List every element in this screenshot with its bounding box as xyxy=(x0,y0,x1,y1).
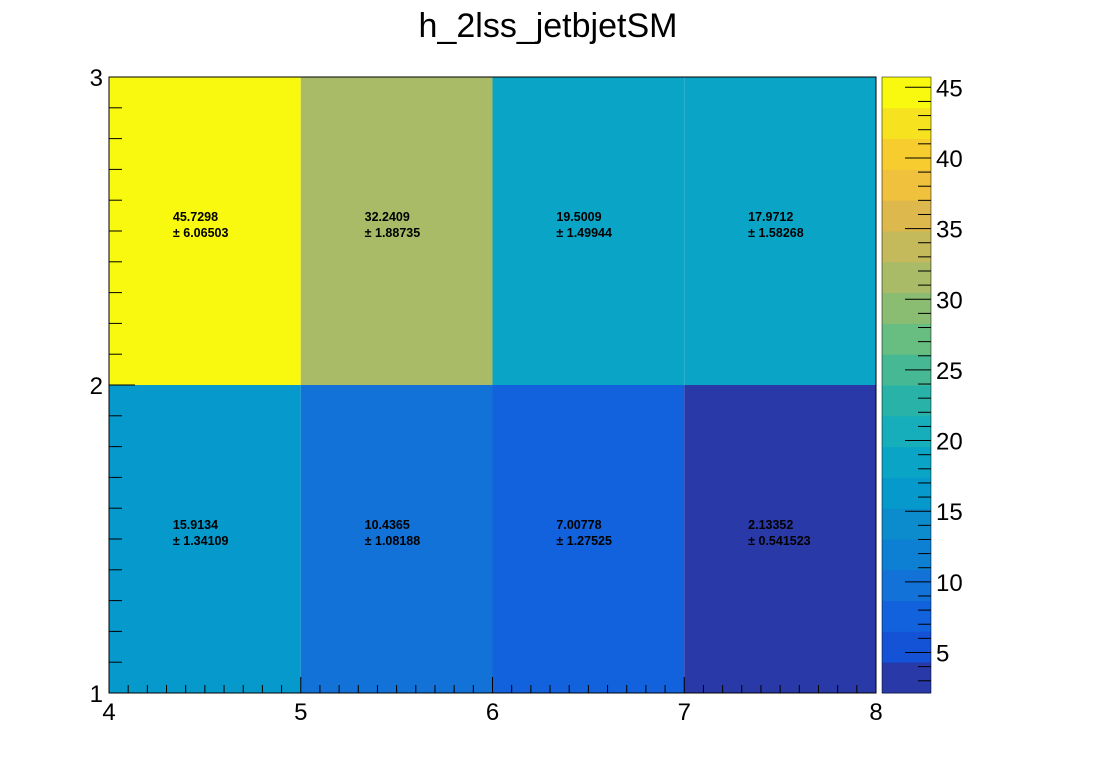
colorbar-band xyxy=(882,323,931,355)
cell-error-label: ± 6.06503 xyxy=(173,226,229,240)
y-tick-label: 3 xyxy=(90,65,103,92)
colorbar-band xyxy=(882,662,931,694)
heatmap-cell xyxy=(109,77,301,385)
cell-error-label: ± 1.27525 xyxy=(556,534,612,548)
colorbar-frame xyxy=(881,76,932,694)
x-tick-label: 8 xyxy=(869,699,882,726)
x-tick-label: 7 xyxy=(678,699,691,726)
y-tick-label: 2 xyxy=(90,373,103,400)
colorbar-band xyxy=(882,539,931,571)
cell-value-label: 7.00778 xyxy=(556,518,601,532)
cell-error-label: ± 1.49944 xyxy=(556,226,612,240)
colorbar-tick-label: 45 xyxy=(936,75,963,102)
colorbar-band xyxy=(882,77,931,109)
cell-value-label: 15.9134 xyxy=(173,518,218,532)
x-tick-label: 4 xyxy=(102,699,115,726)
x-tick-label: 5 xyxy=(294,699,307,726)
cell-error-label: ± 1.88735 xyxy=(365,226,421,240)
chart-title: h_2lss_jetbjetSM xyxy=(419,7,678,45)
cell-value-label: 17.9712 xyxy=(748,210,793,224)
colorbar-tick-label: 25 xyxy=(936,358,963,385)
cell-value-label: 2.13352 xyxy=(748,518,793,532)
heatmap-cell xyxy=(492,77,685,385)
cell-error-label: ± 1.58268 xyxy=(748,226,804,240)
cell-error-label: ± 1.08188 xyxy=(365,534,421,548)
colorbar: 5 10 15 20 25 30 35 40 45 xyxy=(881,75,963,694)
heatmap-cell xyxy=(684,385,876,693)
axes: 4 5 6 7 8 1 2 3 xyxy=(90,65,883,726)
colorbar-band xyxy=(882,200,931,232)
colorbar-band xyxy=(882,415,931,448)
colorbar-band xyxy=(882,169,931,201)
cell-value-label: 32.2409 xyxy=(365,210,410,224)
cell-value-label: 19.5009 xyxy=(556,210,601,224)
colorbar-tick-label: 35 xyxy=(936,217,963,244)
colorbar-tick-label: 10 xyxy=(936,570,963,597)
colorbar-band xyxy=(882,446,931,478)
colorbar-band xyxy=(882,385,931,417)
cell-error-label: ± 0.541523 xyxy=(748,534,811,548)
cell-error-label: ± 1.34109 xyxy=(173,534,229,548)
cell-value-label: 10.4365 xyxy=(365,518,410,532)
colorbar-tick-label: 30 xyxy=(936,287,963,314)
colorbar-tick-label: 20 xyxy=(936,429,963,456)
colorbar-band xyxy=(882,261,931,294)
colorbar-band xyxy=(882,292,931,324)
colorbar-band xyxy=(882,138,931,170)
heatmap-cells xyxy=(109,77,876,693)
colorbar-band xyxy=(882,631,931,663)
colorbar-tick-label: 15 xyxy=(936,499,963,526)
colorbar-band xyxy=(882,107,931,140)
colorbar-band xyxy=(882,508,931,540)
heatmap-cell xyxy=(492,385,685,693)
colorbar-band xyxy=(882,477,931,509)
heatmap-cell xyxy=(300,77,493,385)
colorbar-band xyxy=(882,600,931,632)
colorbar-tick-label: 40 xyxy=(936,146,963,173)
x-tick-label: 6 xyxy=(486,699,499,726)
heatmap-cell-labels: 15.9134 ± 1.34109 10.4365 ± 1.08188 7.00778 ±… xyxy=(173,210,811,548)
y-tick-label: 1 xyxy=(90,681,103,708)
heatmap-cell xyxy=(109,385,301,693)
cell-value-label: 45.7298 xyxy=(173,210,218,224)
colorbar-tick-label: 5 xyxy=(936,640,949,667)
colorbar-band xyxy=(882,231,931,263)
heatmap-cell xyxy=(684,77,876,385)
heatmap-cell xyxy=(300,385,493,693)
